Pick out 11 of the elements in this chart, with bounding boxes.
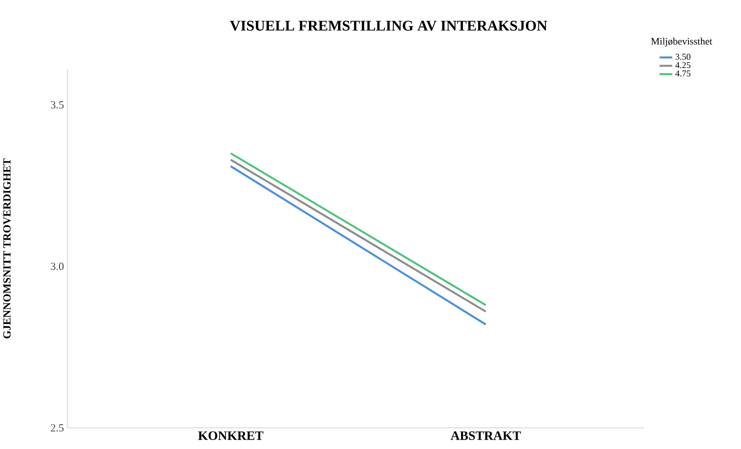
legend-label: 3.50 xyxy=(676,54,690,60)
x-tick-label: KONKRET xyxy=(198,432,264,440)
legend-title: Miljøbevissthet xyxy=(651,38,712,47)
y-axis-title: GJENNOMSNITT TROVERDIGHET xyxy=(3,158,11,339)
y-tick-label: 2.5 xyxy=(50,424,64,432)
legend-label: 4.75 xyxy=(675,70,690,77)
y-tick-label: 3.0 xyxy=(50,262,64,270)
legend-label: 4.25 xyxy=(675,62,690,68)
y-tick-label: 3.5 xyxy=(50,101,64,109)
chart-title: VISUELL FREMSTILLING AV INTERAKSJON xyxy=(230,20,548,31)
x-tick-label: ABSTRAKT xyxy=(450,432,521,440)
